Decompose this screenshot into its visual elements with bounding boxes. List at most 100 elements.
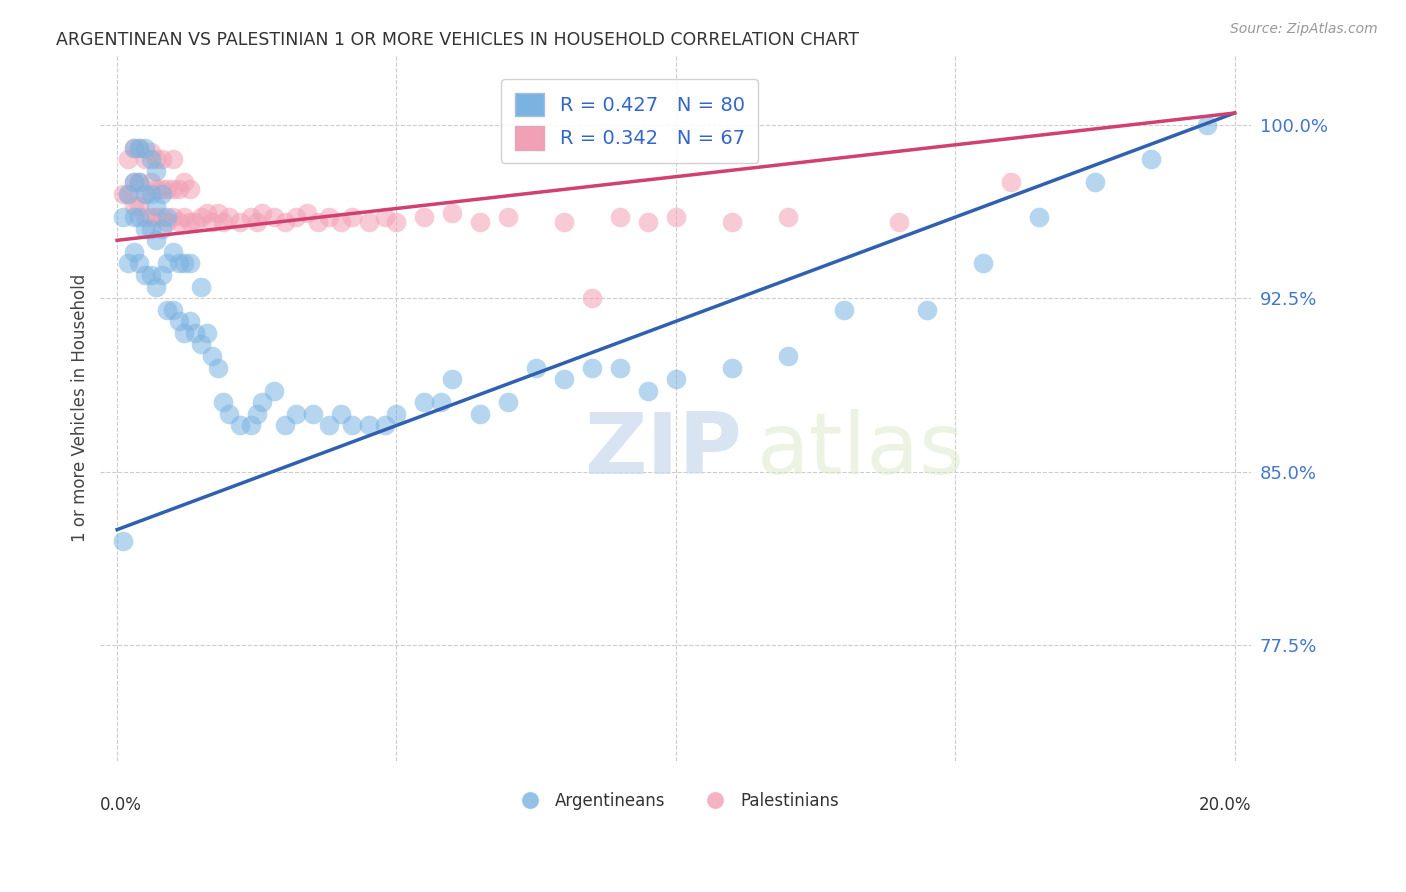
Point	[917, 302, 939, 317]
Point	[246, 407, 269, 421]
Point	[252, 205, 274, 219]
Point	[162, 182, 184, 196]
Point	[274, 418, 297, 433]
Point	[284, 210, 307, 224]
Point	[150, 210, 173, 224]
Point	[190, 279, 212, 293]
Point	[374, 418, 396, 433]
Point	[207, 205, 229, 219]
Point	[156, 182, 179, 196]
Point	[637, 384, 659, 398]
Point	[263, 210, 285, 224]
Point	[162, 210, 184, 224]
Point	[139, 187, 162, 202]
Point	[190, 337, 212, 351]
Point	[139, 145, 162, 160]
Point	[134, 268, 156, 282]
Point	[340, 210, 363, 224]
Point	[122, 176, 145, 190]
Point	[609, 210, 631, 224]
Point	[229, 418, 252, 433]
Point	[122, 141, 145, 155]
Text: atlas: atlas	[756, 409, 965, 492]
Point	[263, 384, 285, 398]
Point	[581, 291, 603, 305]
Point	[665, 210, 688, 224]
Y-axis label: 1 or more Vehicles in Household: 1 or more Vehicles in Household	[72, 274, 89, 542]
Point	[637, 215, 659, 229]
Point	[145, 153, 167, 167]
Point	[167, 256, 190, 270]
Point	[274, 215, 297, 229]
Point	[173, 256, 195, 270]
Point	[470, 407, 492, 421]
Point	[252, 395, 274, 409]
Point	[190, 210, 212, 224]
Point	[413, 210, 436, 224]
Point	[212, 215, 235, 229]
Text: ARGENTINEAN VS PALESTINIAN 1 OR MORE VEHICLES IN HOUSEHOLD CORRELATION CHART: ARGENTINEAN VS PALESTINIAN 1 OR MORE VEH…	[56, 31, 859, 49]
Point	[413, 395, 436, 409]
Text: ZIP: ZIP	[583, 409, 741, 492]
Point	[553, 215, 575, 229]
Point	[218, 407, 240, 421]
Point	[972, 256, 994, 270]
Point	[145, 182, 167, 196]
Point	[111, 210, 134, 224]
Point	[156, 256, 179, 270]
Point	[150, 153, 173, 167]
Point	[173, 326, 195, 340]
Point	[329, 215, 352, 229]
Point	[295, 205, 318, 219]
Point	[340, 418, 363, 433]
Point	[122, 198, 145, 212]
Point	[229, 215, 252, 229]
Point	[665, 372, 688, 386]
Point	[212, 395, 235, 409]
Point	[832, 302, 855, 317]
Point	[150, 268, 173, 282]
Point	[150, 221, 173, 235]
Point	[128, 141, 150, 155]
Point	[553, 372, 575, 386]
Point	[441, 205, 464, 219]
Point	[173, 176, 195, 190]
Text: 0.0%: 0.0%	[100, 796, 142, 814]
Point	[1028, 210, 1050, 224]
Point	[374, 210, 396, 224]
Point	[385, 215, 408, 229]
Point	[134, 210, 156, 224]
Point	[156, 302, 179, 317]
Point	[156, 215, 179, 229]
Point	[318, 210, 340, 224]
Point	[385, 407, 408, 421]
Point	[128, 176, 150, 190]
Point	[218, 210, 240, 224]
Point	[122, 141, 145, 155]
Point	[134, 153, 156, 167]
Point	[150, 182, 173, 196]
Point	[720, 215, 742, 229]
Point	[184, 215, 207, 229]
Point	[134, 187, 156, 202]
Legend: Argentineans, Palestinians: Argentineans, Palestinians	[506, 785, 845, 816]
Point	[889, 215, 911, 229]
Point	[122, 210, 145, 224]
Point	[179, 314, 201, 328]
Point	[496, 210, 519, 224]
Point	[720, 360, 742, 375]
Point	[179, 182, 201, 196]
Point	[122, 176, 145, 190]
Point	[134, 221, 156, 235]
Point	[1000, 176, 1022, 190]
Point	[201, 215, 224, 229]
Point	[139, 268, 162, 282]
Point	[145, 279, 167, 293]
Point	[496, 395, 519, 409]
Point	[162, 302, 184, 317]
Point	[134, 187, 156, 202]
Point	[195, 205, 218, 219]
Point	[139, 176, 162, 190]
Point	[128, 176, 150, 190]
Point	[117, 153, 139, 167]
